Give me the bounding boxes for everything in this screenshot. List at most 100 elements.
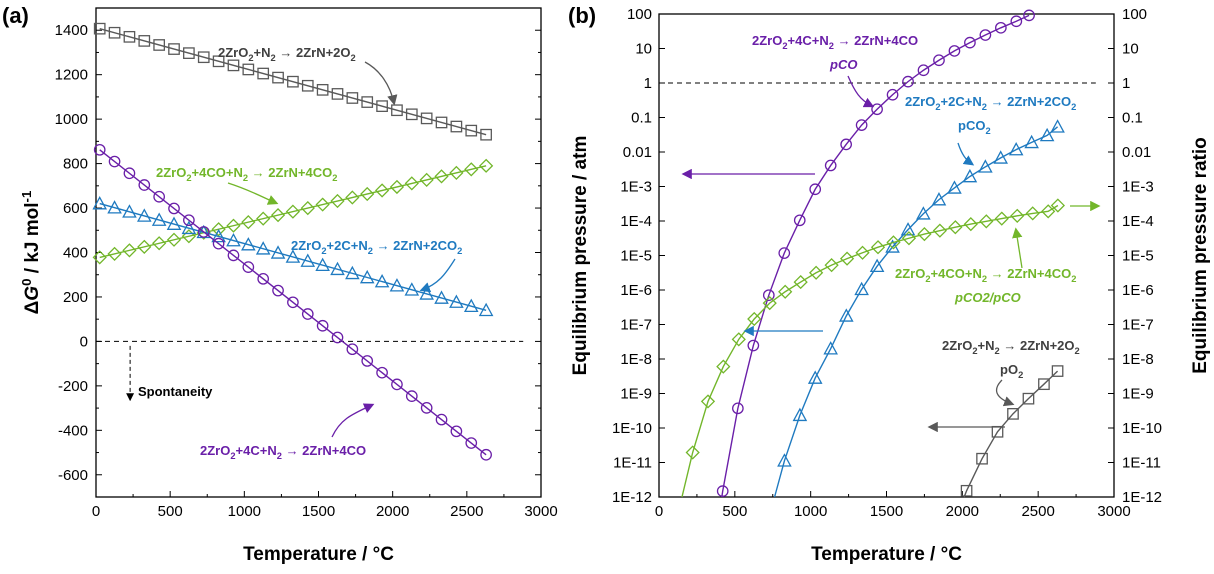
data-point-a bbox=[92, 250, 107, 265]
y-tick-label-b: 0.01 bbox=[623, 144, 652, 161]
data-point-a bbox=[153, 39, 166, 51]
label-purple-p-b: pCO bbox=[829, 57, 857, 72]
x-tick-label-a: 500 bbox=[158, 503, 183, 520]
y-tick-label-b-right: 1E-10 bbox=[1122, 420, 1162, 437]
label-blue-rx-b: 2ZrO2+2C+N2 → 2ZrN+2CO2 bbox=[905, 94, 1076, 112]
y-tick-label-b: 1E-9 bbox=[620, 386, 652, 403]
data-point-a bbox=[435, 413, 448, 426]
data-point-a bbox=[301, 308, 314, 320]
data-point-b bbox=[964, 36, 976, 49]
data-point-a bbox=[226, 218, 241, 233]
y-tick-label-b: 1E-6 bbox=[620, 282, 652, 299]
data-point-a bbox=[183, 214, 195, 227]
y-tick-label-b: 1E-11 bbox=[613, 455, 652, 472]
data-point-b bbox=[778, 247, 791, 259]
label-green-p-b: pCO2/pCO bbox=[954, 290, 1021, 305]
data-point-a bbox=[360, 186, 375, 202]
data-point-a bbox=[197, 51, 210, 64]
data-point-a bbox=[315, 197, 330, 212]
y-tick-label-b-right: 1E-6 bbox=[1122, 282, 1154, 299]
data-point-a bbox=[465, 124, 478, 137]
data-point-a bbox=[331, 88, 344, 100]
data-point-b bbox=[793, 274, 808, 290]
y-tick-label-a: -200 bbox=[58, 378, 88, 395]
data-point-b bbox=[1038, 378, 1050, 391]
data-point-a bbox=[434, 169, 449, 184]
data-point-b bbox=[900, 222, 916, 236]
data-point-a bbox=[419, 286, 434, 300]
data-point-a bbox=[346, 343, 359, 356]
data-point-a bbox=[242, 261, 255, 273]
data-point-b bbox=[1008, 142, 1024, 156]
x-tick-label-a: 3000 bbox=[524, 503, 557, 520]
y-tick-label-a: 1400 bbox=[55, 22, 88, 39]
y-tick-label-b-right: 10 bbox=[1122, 41, 1139, 58]
x-tick-label-b: 2000 bbox=[946, 503, 979, 520]
data-point-a bbox=[151, 212, 167, 226]
y-tick-label-a: 1200 bbox=[55, 67, 88, 84]
y-tick-label-b: 1 bbox=[644, 75, 652, 92]
panel-a: 0 500 1000 1500 2000 2500 3000 -600 -400 -200 0 200… bbox=[2, 3, 558, 565]
x-tick-label-b: 3000 bbox=[1097, 503, 1130, 520]
data-point-a bbox=[420, 112, 433, 125]
data-point-b bbox=[1023, 9, 1035, 22]
data-point-b bbox=[747, 311, 762, 327]
y-tick-label-b-right: 1E-5 bbox=[1122, 248, 1154, 265]
data-point-a bbox=[285, 249, 301, 263]
data-point-b bbox=[963, 216, 978, 232]
data-point-a bbox=[226, 232, 241, 247]
data-point-a bbox=[330, 193, 345, 209]
series-line-a bbox=[99, 202, 487, 311]
data-point-a bbox=[450, 120, 463, 133]
data-point-b bbox=[902, 75, 914, 88]
data-point-b bbox=[855, 245, 870, 260]
data-point-b bbox=[976, 452, 988, 465]
y-tick-label-a: -400 bbox=[58, 422, 88, 439]
data-point-a bbox=[270, 208, 286, 223]
y-tick-label-b: 1E-4 bbox=[620, 213, 652, 230]
x-tick-label-b: 500 bbox=[722, 503, 747, 520]
data-point-b bbox=[824, 159, 837, 172]
data-point-a bbox=[315, 257, 330, 272]
data-point-a bbox=[270, 245, 286, 259]
label-blue-a: 2ZrO2+2C+N2 → 2ZrN+2CO2 bbox=[291, 238, 462, 256]
data-point-a bbox=[212, 55, 225, 68]
data-point-a bbox=[361, 355, 374, 367]
data-point-a bbox=[211, 222, 226, 237]
y-axis-label-a: ΔG0 / kJ mol-1 bbox=[19, 190, 43, 314]
data-point-b bbox=[793, 214, 806, 227]
y-tick-label-b-right: 0.01 bbox=[1122, 144, 1151, 161]
label-purple-a: 2ZrO2+4C+N2 → 2ZrN+4CO bbox=[200, 443, 366, 461]
data-point-b bbox=[1007, 408, 1019, 420]
data-point-a bbox=[107, 246, 122, 261]
series-line-b bbox=[773, 126, 1059, 498]
data-point-a bbox=[419, 172, 434, 188]
data-point-a bbox=[123, 30, 136, 43]
data-point-a bbox=[359, 269, 375, 284]
spontaneity-label: Spontaneity bbox=[138, 384, 213, 399]
data-point-b bbox=[979, 29, 992, 41]
y-tick-label-b-right: 1E-3 bbox=[1122, 179, 1154, 196]
y-tick-label-b-right: 1E-11 bbox=[1122, 455, 1161, 472]
y-tick-label-b-right: 0.1 bbox=[1122, 110, 1143, 127]
y-axis-label-b-left: Equilibrium pressure / atm bbox=[570, 136, 591, 376]
data-point-a bbox=[300, 253, 316, 267]
data-point-b bbox=[807, 370, 823, 384]
y-tick-label-b: 10 bbox=[635, 41, 652, 58]
y-tick-label-b-right: 100 bbox=[1122, 6, 1147, 23]
data-point-b bbox=[916, 206, 931, 220]
data-point-a bbox=[107, 200, 122, 214]
y-tick-label-b: 1E-5 bbox=[620, 248, 652, 265]
data-point-a bbox=[153, 190, 166, 203]
data-point-b bbox=[978, 159, 993, 173]
data-point-a bbox=[287, 296, 299, 309]
data-point-a bbox=[478, 302, 494, 317]
data-point-a bbox=[272, 71, 284, 84]
arrow-blue-a bbox=[419, 258, 456, 293]
x-tick-label-b: 2500 bbox=[1021, 503, 1054, 520]
data-point-a bbox=[166, 216, 182, 230]
data-point-a bbox=[405, 108, 418, 121]
arrow-blue-b bbox=[957, 142, 975, 166]
